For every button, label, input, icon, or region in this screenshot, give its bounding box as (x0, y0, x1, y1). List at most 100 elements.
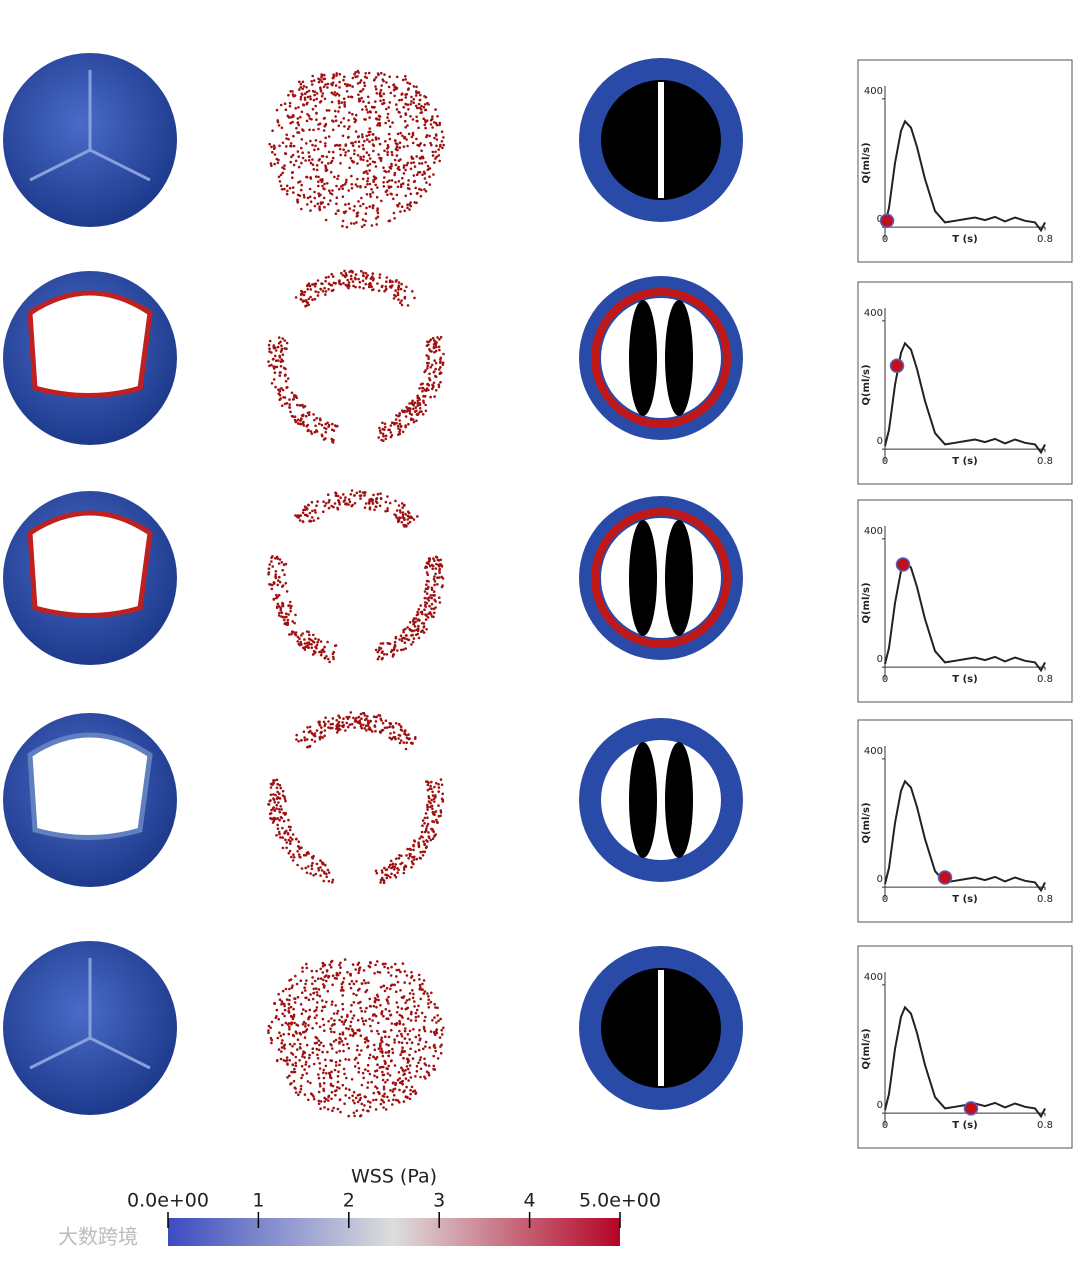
time-marker (895, 557, 911, 572)
point (389, 732, 392, 735)
point (385, 876, 389, 880)
point (283, 164, 286, 167)
point (390, 1022, 394, 1025)
point (335, 202, 338, 205)
point (323, 116, 326, 120)
point (353, 1058, 357, 1061)
point (274, 385, 277, 389)
point (427, 357, 430, 361)
point (352, 992, 355, 996)
point (437, 559, 441, 562)
point (395, 1001, 399, 1004)
point (431, 336, 435, 340)
point (274, 557, 277, 560)
point (366, 1081, 370, 1084)
point (389, 984, 393, 987)
point (311, 653, 315, 656)
point (411, 133, 415, 137)
point (390, 965, 393, 969)
point (283, 832, 286, 835)
point (274, 1016, 278, 1020)
point (405, 999, 409, 1002)
point (405, 1041, 409, 1045)
point (307, 159, 311, 162)
point (385, 1067, 388, 1070)
y-tick-label: 400 (864, 746, 883, 757)
point (275, 1008, 279, 1012)
point (305, 119, 309, 123)
point (405, 525, 408, 528)
point (273, 809, 276, 812)
point (399, 728, 403, 731)
point (306, 411, 310, 415)
point (321, 961, 325, 965)
point (337, 720, 341, 724)
point (396, 1099, 400, 1102)
point (309, 872, 312, 875)
point (328, 963, 332, 966)
point (426, 992, 429, 995)
point (410, 95, 413, 99)
point (283, 813, 287, 816)
point (406, 518, 410, 521)
point (283, 339, 287, 342)
point (433, 359, 436, 362)
flow-curve (884, 1005, 1046, 1119)
point (363, 223, 366, 227)
point (319, 967, 323, 971)
point (423, 596, 427, 600)
point (372, 1055, 375, 1058)
point (329, 1082, 333, 1086)
point (424, 1063, 428, 1067)
point (321, 1005, 325, 1009)
point (278, 371, 282, 374)
point (389, 974, 393, 977)
point (315, 969, 318, 973)
point (350, 95, 354, 99)
point (279, 173, 283, 177)
point (298, 88, 301, 91)
point (287, 613, 290, 616)
point (347, 281, 351, 284)
point (396, 871, 399, 874)
point (324, 122, 328, 126)
point (385, 276, 389, 279)
point (348, 500, 352, 504)
point (438, 121, 442, 125)
point (422, 979, 426, 982)
point (353, 726, 356, 729)
point (324, 430, 328, 434)
point (350, 722, 354, 726)
point (287, 1007, 291, 1010)
point (281, 353, 285, 357)
point (324, 427, 328, 431)
point (321, 92, 325, 95)
point (406, 81, 409, 84)
point (421, 413, 425, 416)
point (370, 1029, 373, 1033)
point (291, 120, 294, 124)
point (294, 1055, 298, 1059)
point (324, 1064, 328, 1068)
point (366, 183, 369, 186)
point (400, 1041, 404, 1045)
point (392, 422, 396, 426)
point (378, 273, 382, 276)
point (426, 808, 429, 811)
point (423, 123, 427, 127)
point (419, 857, 423, 860)
point (406, 1095, 409, 1099)
point (353, 72, 356, 76)
point (279, 360, 283, 364)
point (340, 1040, 344, 1043)
point (308, 117, 312, 120)
point (319, 1084, 322, 1088)
point (357, 1067, 361, 1070)
point (398, 1019, 401, 1023)
point (339, 961, 342, 965)
point (279, 364, 283, 368)
point (325, 1000, 328, 1004)
point (307, 297, 311, 301)
point (298, 519, 302, 522)
point (433, 575, 436, 578)
